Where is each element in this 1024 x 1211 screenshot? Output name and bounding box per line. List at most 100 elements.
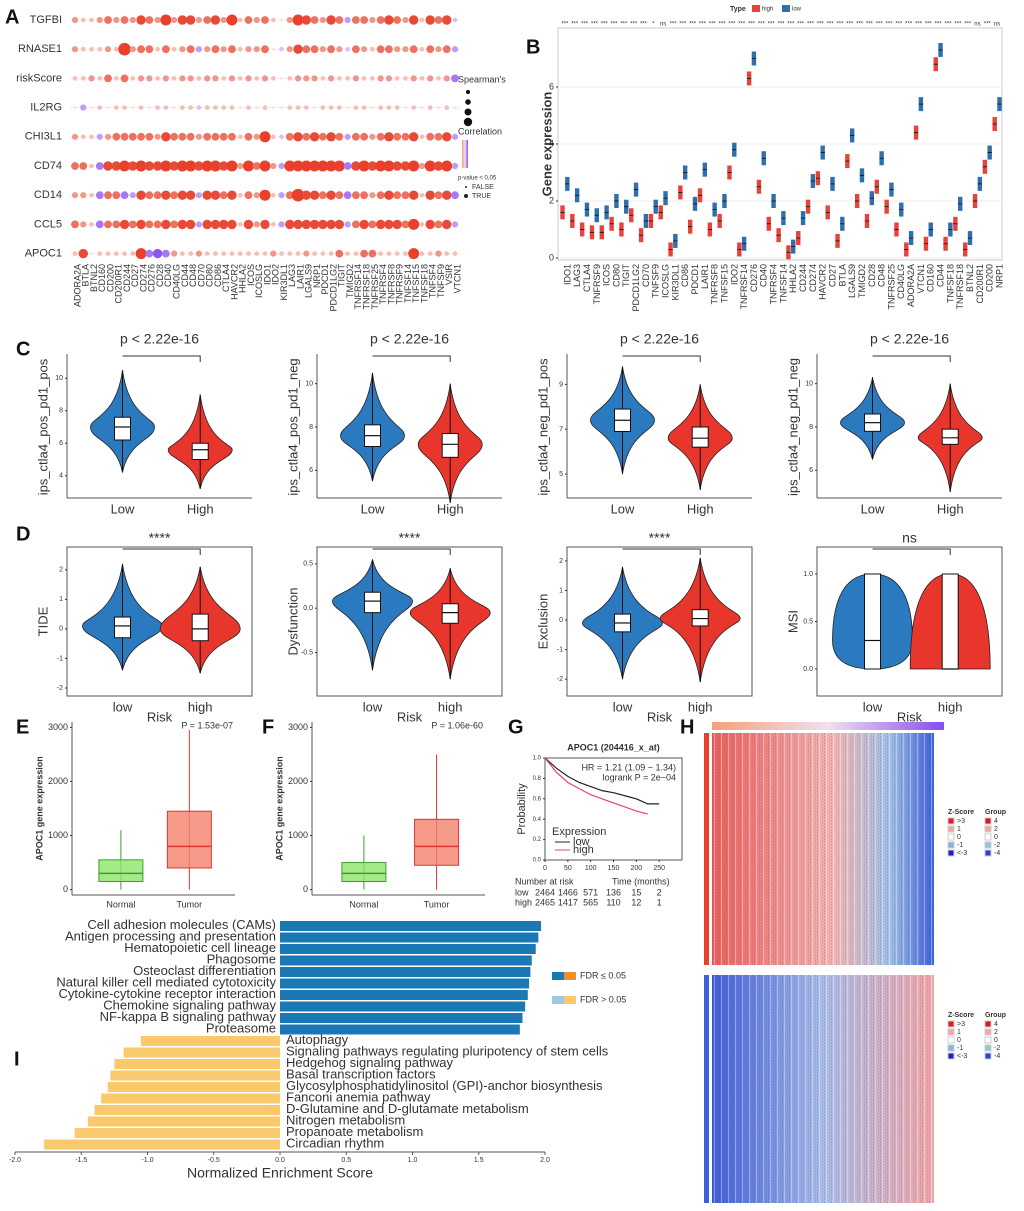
dot	[425, 15, 435, 25]
box	[441, 433, 459, 458]
dot	[334, 219, 345, 230]
column-label: TIGIT	[337, 264, 347, 287]
dot	[71, 220, 79, 229]
y-tick-label: -0.5	[301, 649, 313, 656]
y-axis-label: TIDE	[35, 606, 50, 636]
dot	[89, 17, 94, 23]
legend-title: p-value < 0.05	[458, 176, 497, 182]
y-tick-label: 10	[305, 381, 313, 388]
y-tick-label: 2000	[288, 776, 308, 786]
x-tick-label: CD40	[759, 264, 769, 287]
dot	[403, 76, 408, 81]
dot	[345, 46, 350, 52]
dot	[336, 46, 343, 53]
dot	[185, 190, 196, 200]
dot	[204, 75, 211, 82]
x-tick-label: TNFRSF4	[769, 264, 779, 305]
x-tick-label: -2.0	[9, 1157, 21, 1164]
dot	[313, 106, 317, 110]
dot	[262, 251, 268, 256]
annotation: logrank P = 2e−04	[603, 772, 676, 782]
dot	[317, 160, 329, 172]
x-axis-label: Risk	[897, 709, 923, 724]
dot	[243, 219, 254, 230]
x-tick-label: high	[938, 699, 963, 714]
dot	[211, 45, 220, 54]
box	[341, 862, 387, 882]
dot	[358, 160, 370, 172]
bar	[101, 1093, 280, 1104]
x-tick-label: ADORA2A	[906, 264, 916, 307]
dot	[270, 17, 276, 23]
row-label: IL2RG	[30, 102, 62, 114]
column-label: LGALS9	[304, 264, 314, 298]
dot	[114, 76, 119, 81]
y-tick-label: 5	[559, 471, 563, 478]
dot	[80, 104, 87, 111]
dot	[384, 219, 394, 230]
legend-swatch	[947, 1052, 955, 1060]
x-tick-label: low	[613, 699, 633, 714]
dot	[152, 161, 163, 171]
dot	[196, 105, 202, 110]
significance: ***	[846, 22, 854, 28]
significance: ns	[974, 22, 980, 28]
bracket	[372, 548, 451, 555]
legend-label: 0	[957, 834, 961, 841]
dot	[178, 132, 187, 141]
legend-dot	[465, 186, 467, 188]
dot	[453, 106, 457, 110]
dot	[419, 46, 425, 52]
x-tick-label: 150	[608, 865, 620, 872]
dot	[261, 16, 269, 24]
significance: ***	[581, 22, 589, 28]
dot	[320, 76, 326, 81]
dot	[229, 105, 235, 110]
dot	[326, 219, 336, 230]
risk-count: 1417	[558, 897, 578, 907]
dot	[238, 106, 242, 110]
dot	[179, 46, 186, 53]
dot	[368, 249, 377, 258]
dot	[237, 222, 243, 227]
dot	[285, 191, 294, 200]
dot	[393, 191, 402, 200]
significance: ***	[709, 22, 717, 28]
dot	[78, 248, 88, 259]
dot	[259, 131, 271, 143]
x-tick-label: CD27	[827, 264, 837, 287]
row-label: CD14	[34, 189, 62, 201]
x-tick-label: TNFRSF25	[886, 264, 896, 310]
dot	[80, 76, 86, 81]
y-tick-label: 0	[549, 252, 554, 262]
x-tick-label: LAIR1	[700, 264, 710, 289]
column-label: TNFRSF9	[395, 264, 405, 305]
y-tick-label: -2	[557, 676, 563, 683]
plot-frame	[316, 546, 503, 697]
legend-swatch	[984, 825, 992, 833]
dot	[138, 105, 144, 110]
annotation: P = 1.06e-60	[431, 720, 483, 730]
column-label: CD274	[138, 264, 148, 292]
x-tick-label: TNFRSF14	[739, 264, 749, 310]
dot	[401, 191, 410, 200]
bar	[280, 944, 536, 954]
dot	[271, 47, 275, 51]
dot	[279, 134, 284, 140]
dot	[401, 220, 410, 229]
x-tick-label: CD200R1	[975, 264, 985, 304]
legend-swatch	[782, 5, 790, 12]
dot	[97, 46, 103, 52]
dot	[177, 190, 188, 200]
dot	[326, 190, 336, 200]
significance: ***	[719, 22, 727, 28]
dot	[376, 45, 385, 54]
dot	[114, 105, 119, 110]
significance: ***	[748, 22, 756, 28]
category-label: Chemokine signaling pathway	[103, 998, 276, 1013]
y-tick-label: 10	[55, 375, 63, 382]
dot	[218, 219, 229, 230]
dot	[186, 132, 195, 141]
y-tick-label: 8	[309, 424, 313, 431]
dot	[302, 45, 311, 54]
